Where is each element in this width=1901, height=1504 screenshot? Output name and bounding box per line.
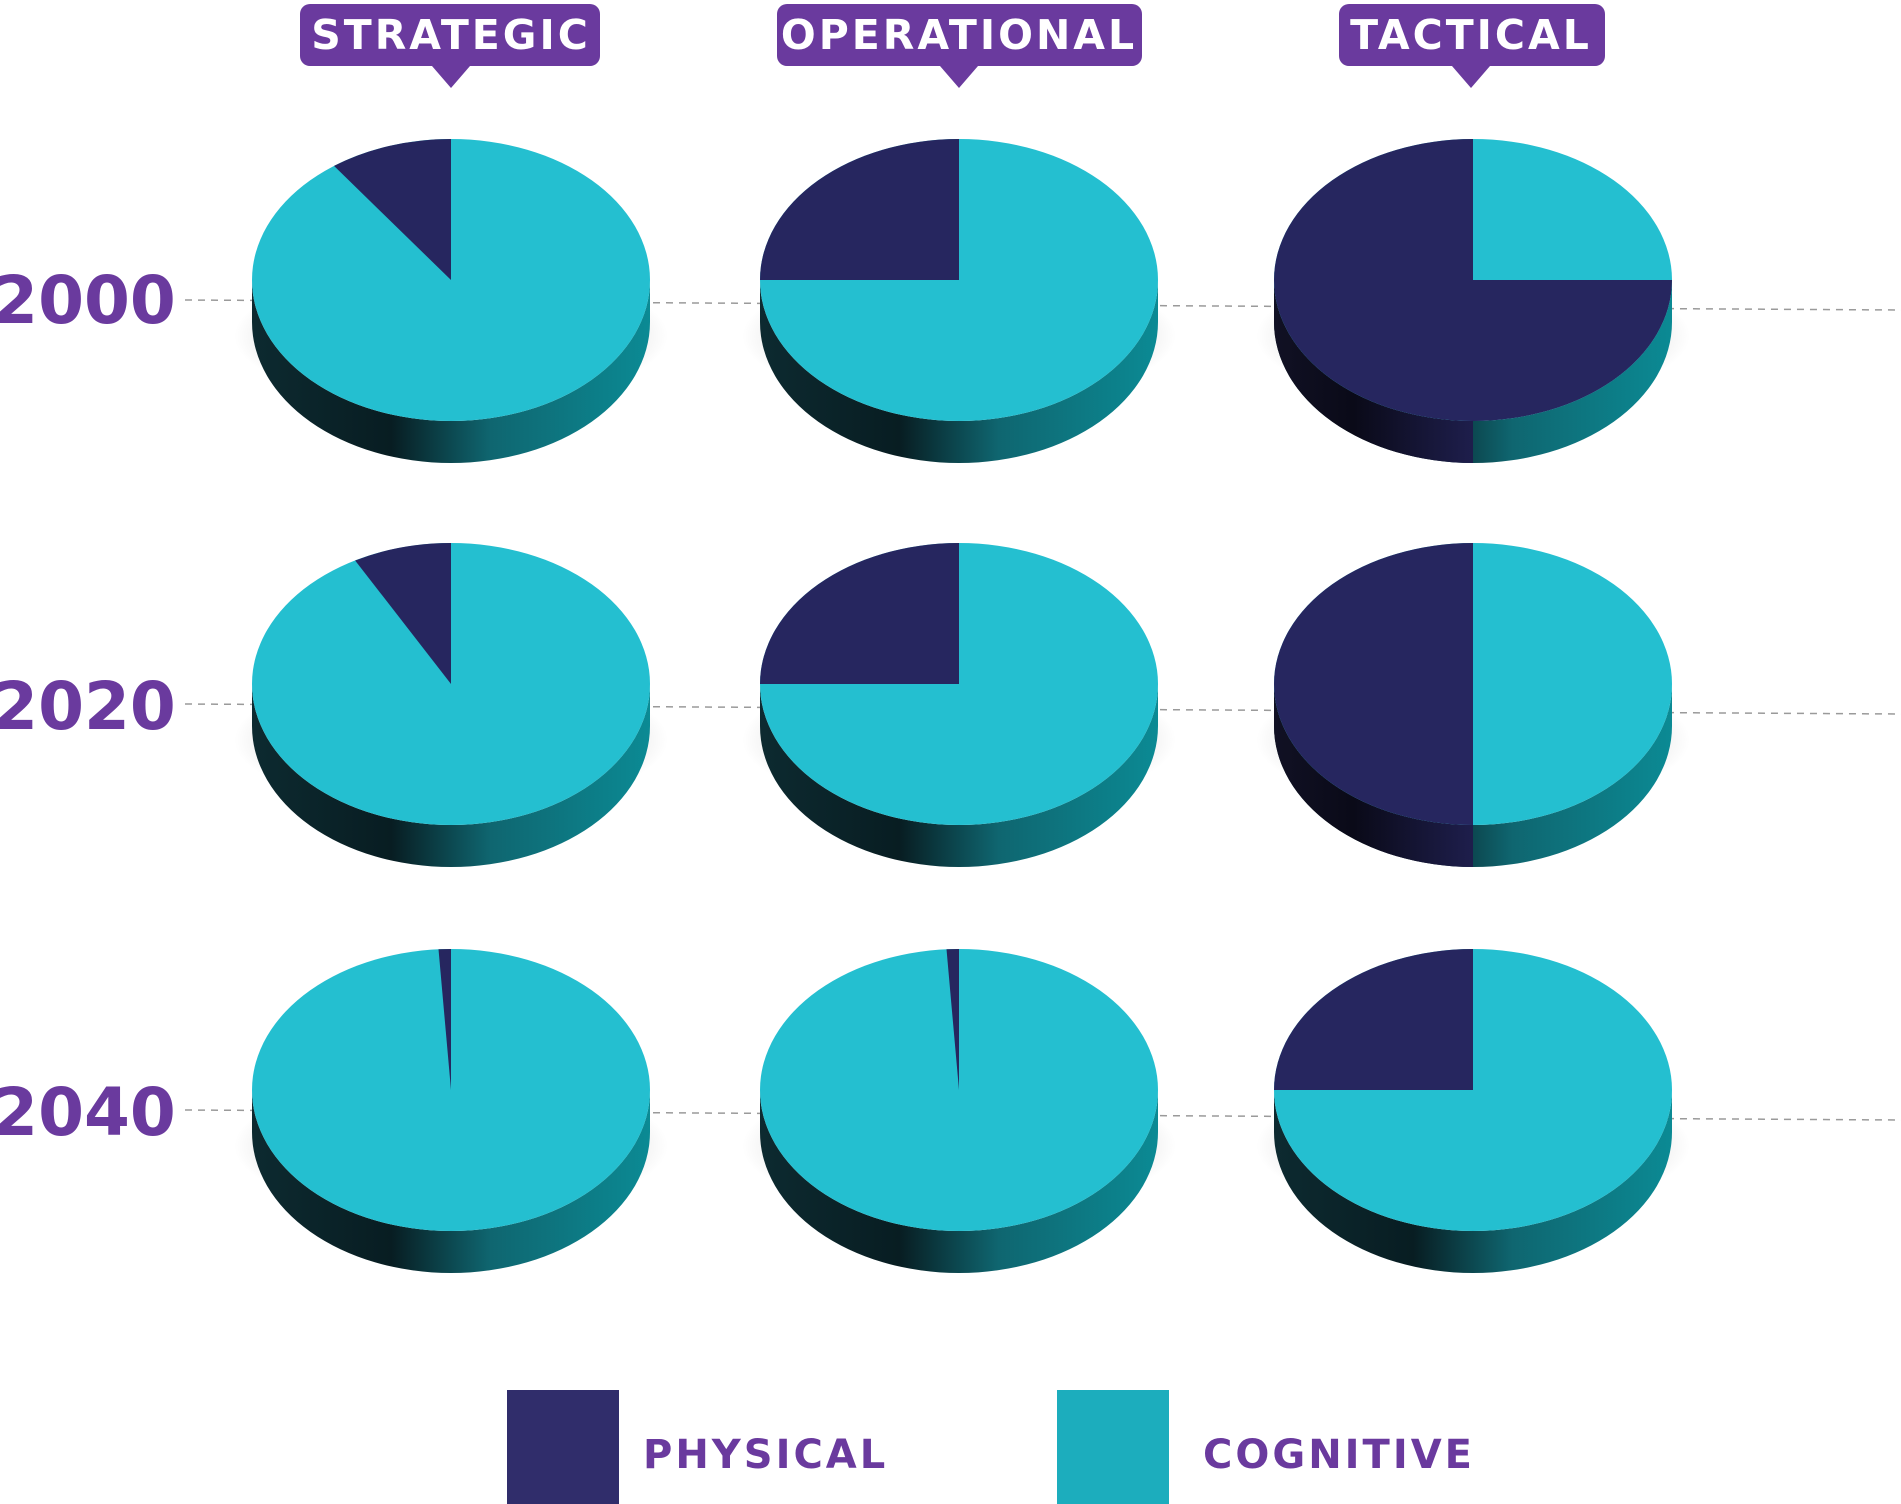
pie-side-physical [1274, 684, 1473, 867]
pie-side-cognitive [252, 1090, 650, 1273]
column-label-text-tactical: TACTICAL [1350, 11, 1592, 59]
column-label-bg-strategic [300, 4, 600, 88]
pie-slice-physical [334, 139, 451, 280]
pie-side-cognitive [760, 280, 1158, 463]
pie-slice-physical [355, 543, 451, 684]
legend-label-physical: PHYSICAL [643, 1432, 888, 1478]
pie-slice-physical [1274, 139, 1672, 421]
pie-2000-operational [742, 139, 1176, 463]
pie-side-physical [1274, 280, 1473, 463]
pie-slice-physical [946, 949, 959, 1090]
pie-2040-strategic [234, 949, 668, 1273]
pie-slice-physical [1274, 949, 1473, 1090]
pie-grid [234, 139, 1690, 1273]
column-label-strategic: STRATEGIC [300, 4, 600, 88]
pie-2020-tactical [1256, 543, 1690, 867]
pie-side-cognitive [760, 684, 1158, 867]
column-label-bg-tactical [1339, 4, 1605, 88]
column-label-bg-operational [777, 4, 1142, 88]
row-label-2040: 2040 [0, 1074, 176, 1151]
pie-2040-tactical [1256, 949, 1690, 1273]
pie-side-cognitive [760, 1090, 1158, 1273]
pie-side-cognitive [252, 684, 650, 867]
pie-2000-strategic [234, 139, 668, 463]
pie-slice-physical [760, 543, 959, 684]
pie-slice-physical [760, 139, 959, 280]
column-label-operational: OPERATIONAL [777, 4, 1142, 88]
pie-2020-operational [742, 543, 1176, 867]
column-label-text-strategic: STRATEGIC [311, 11, 591, 59]
column-label-tactical: TACTICAL [1339, 4, 1605, 88]
legend-label-cognitive: COGNITIVE [1203, 1432, 1475, 1478]
pie-side-cognitive [1274, 1090, 1672, 1273]
pie-slice-physical [1274, 543, 1473, 825]
pie-slice-physical [438, 949, 451, 1090]
column-label-text-operational: OPERATIONAL [781, 11, 1137, 59]
row-label-2000: 2000 [0, 262, 176, 339]
pie-2040-operational [742, 949, 1176, 1273]
legend-swatch-physical [507, 1390, 619, 1504]
pie-2020-strategic [234, 543, 668, 867]
pie-side-cognitive [252, 280, 650, 463]
legend-swatch-cognitive [1057, 1390, 1169, 1504]
row-label-2020: 2020 [0, 668, 176, 745]
pie-2000-tactical [1256, 139, 1690, 463]
